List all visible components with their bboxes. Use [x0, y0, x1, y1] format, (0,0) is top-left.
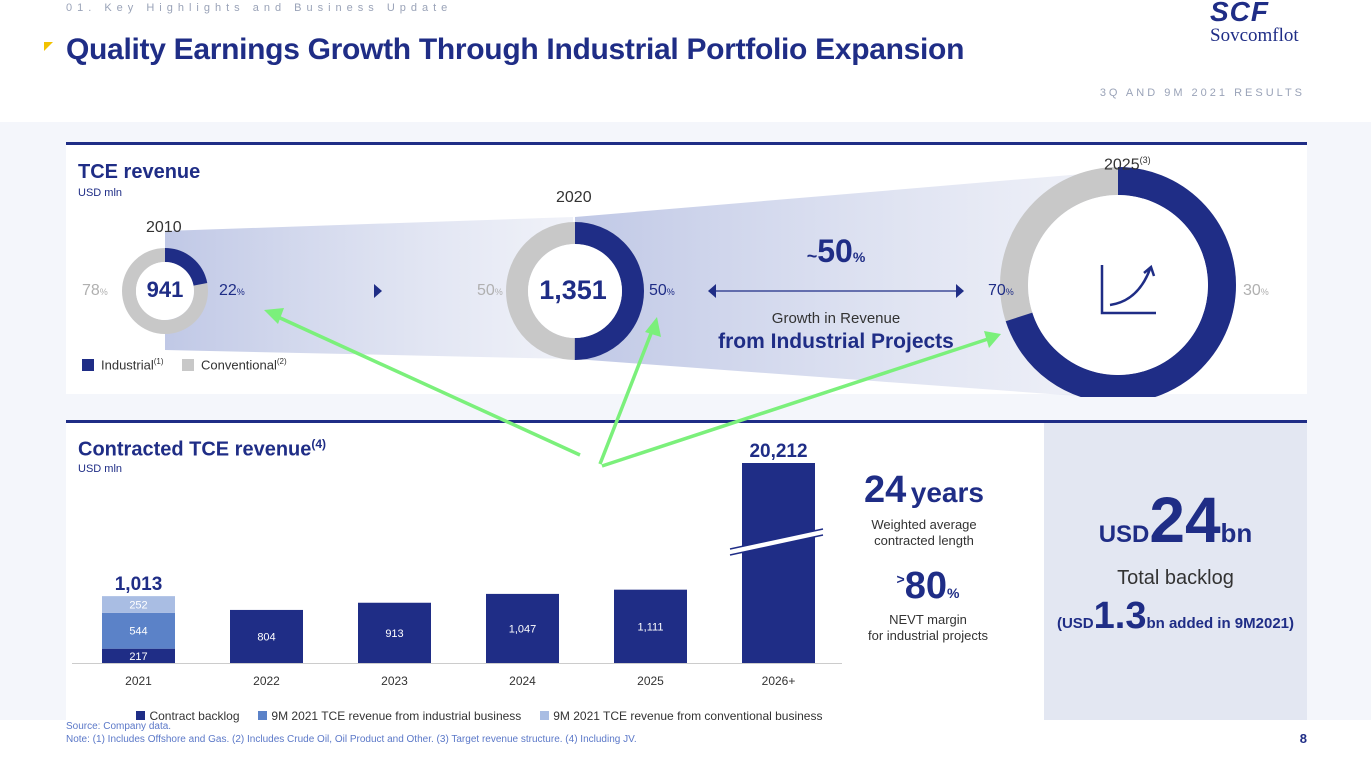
bar-value-label: 252 [129, 599, 147, 611]
scf-logo-mark: SCF [1210, 0, 1269, 27]
legend-swatch-backlog [136, 711, 145, 720]
bar-segment-2026+ [742, 463, 815, 663]
page-title: Quality Earnings Growth Through Industri… [66, 33, 965, 66]
legend-label-backlog: Contract backlog [149, 709, 240, 723]
donut-2025 [1000, 167, 1236, 397]
page-number: 8 [1299, 731, 1307, 746]
legend-label-industrial: Industrial(1) [101, 357, 164, 373]
nevt-margin-line2: for industrial projects [868, 628, 988, 643]
x-tick-label: 2024 [509, 674, 536, 688]
contracted-length-line1: Weighted average [871, 517, 977, 532]
tce-revenue-title: TCE revenue [78, 161, 201, 183]
section-label: 01. Key Highlights and Business Update [66, 2, 453, 14]
legend-label-conventional-9m: 9M 2021 TCE revenue from conventional bu… [553, 709, 823, 723]
x-tick-label: 2022 [253, 674, 280, 688]
total-backlog-label: Total backlog [1117, 567, 1234, 589]
bar-segment-2024 [486, 593, 559, 663]
bar-segment-2021 [102, 596, 175, 613]
industrial-pct-2025: 70% [988, 282, 1014, 299]
contracted-bar-chart: 217 544 252 1,013 2021 804 2022 913 2023 1,047 202… [72, 441, 842, 688]
arrow-right-icon [956, 284, 964, 298]
growth-caption-line2: from Industrial Projects [718, 330, 954, 353]
legend-swatch-industrial-9m [257, 711, 267, 720]
bar-segment-2025 [614, 589, 687, 663]
legend-label-industrial-9m: 9M 2021 TCE revenue from industrial busi… [271, 709, 522, 723]
footnote-note: Note: (1) Includes Offshore and Gas. (2)… [66, 734, 637, 745]
donut-center [1028, 195, 1208, 375]
bar-total-label: 1,013 [115, 574, 163, 595]
tce-revenue-panel: TCE revenue USD mln 2010 2020 2025(3) 94… [66, 142, 1307, 397]
growth-caption-line1: Growth in Revenue [771, 310, 901, 327]
axis-break-gap [730, 529, 823, 555]
donut-center [136, 262, 194, 320]
bar-segment-2022 [230, 609, 303, 663]
total-backlog-box: USD24bn Total backlog (USD1.3bn added in… [1044, 423, 1307, 720]
arrow-left-icon [708, 284, 716, 298]
legend-label-conventional: Conventional(2) [201, 357, 287, 373]
legend-swatch-industrial [82, 359, 94, 371]
bar-value-label: 544 [129, 626, 147, 638]
donut-center-2020: 1,351 [539, 275, 607, 305]
donut-year-2025: 2025(3) [1104, 155, 1151, 174]
bar-value-label: 913 [385, 628, 403, 640]
conventional-pct-2010: 78% [82, 282, 108, 299]
bar-segment-2021 [102, 648, 175, 663]
conventional-pct-2020: 50% [477, 282, 503, 299]
donut-year-2020: 2020 [556, 189, 592, 206]
contracted-length-line2: contracted length [874, 533, 974, 548]
legend-swatch-conventional-9m [539, 711, 549, 720]
growth-figure: ~50% [806, 233, 866, 269]
legend-swatch-conventional [182, 359, 194, 371]
x-tick-label: 2026+ [762, 674, 796, 688]
donut-center-2010: 941 [146, 277, 184, 302]
donut-center [528, 244, 622, 338]
bar-value-label: 1,047 [509, 623, 537, 635]
chart-growth-icon [1100, 264, 1156, 315]
title-accent-mark [44, 42, 53, 51]
donut-industrial-segment [122, 248, 208, 334]
total-backlog-value: USD24bn [1098, 484, 1253, 556]
industrial-pct-2010: 22% [219, 282, 245, 299]
bar-value-label: 804 [257, 631, 275, 643]
footnote-source: Source: Company data. [66, 721, 172, 732]
results-label: 3Q AND 9M 2021 RESULTS [1099, 87, 1305, 99]
arrow-right-icon [374, 284, 382, 298]
contracted-revenue-unit: USD mln [78, 463, 123, 475]
conventional-pct-2025: 30% [1243, 282, 1269, 299]
x-tick-label: 2025 [637, 674, 664, 688]
x-tick-label: 2021 [125, 674, 152, 688]
backlog-added-9m: (USD1.3bn added in 9M2021) [1056, 595, 1295, 637]
bar-segment-2021 [102, 612, 175, 649]
industrial-pct-2020: 50% [649, 282, 675, 299]
bar-value-label: 1,111 [638, 621, 664, 633]
company-logo-name: Sovcomflot [1210, 25, 1299, 46]
axis-break-line [729, 534, 824, 556]
nevt-margin-line1: NEVT margin [889, 612, 967, 627]
axis-break-line [729, 528, 824, 550]
tce-donut-graphic [122, 167, 1236, 397]
bar-segment-2023 [358, 602, 431, 663]
donut-year-2010: 2010 [146, 219, 182, 236]
contracted-length-value: 24 years [864, 469, 984, 511]
tce-revenue-unit: USD mln [78, 187, 123, 199]
bar-value-label: 217 [129, 651, 147, 663]
donut-2010 [122, 248, 208, 334]
bar-legend: Contract backlog 9M 2021 TCE revenue fro… [136, 707, 836, 725]
nevt-margin-value: >80% [896, 565, 960, 607]
donut-industrial-segment [1000, 167, 1236, 397]
bar-total-label: 20,212 [749, 441, 807, 462]
x-tick-label: 2023 [381, 674, 408, 688]
